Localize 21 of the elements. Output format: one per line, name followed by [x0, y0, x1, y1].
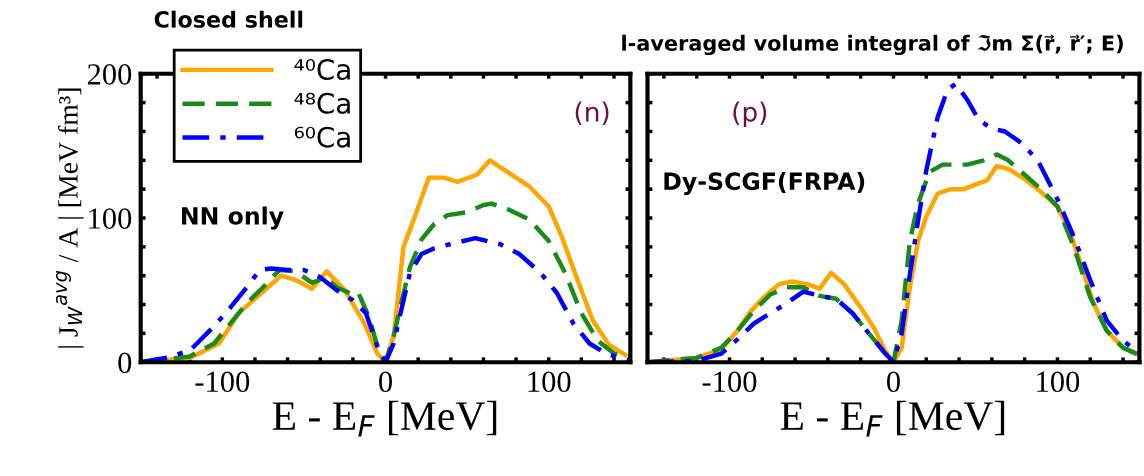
x-tick-label: 100: [1037, 371, 1080, 393]
x-axis-title: E - E$_{F}$ [MeV]: [780, 400, 1005, 437]
legend-title: Closed shell: [154, 10, 303, 28]
chart-title: l-averaged volume integral of ℑm Σ(r⃗, r⃗′; E): [622, 34, 1123, 56]
annotation: Dy-SCGF(FRPA): [664, 171, 865, 195]
y-axis-title: | J$_{W}$$^{avg}$ / A | [MeV fm³]: [55, 88, 84, 348]
annotation: NN only: [182, 206, 284, 230]
legend-label: ⁴⁰Ca: [294, 58, 350, 80]
y-tick-label: 100: [89, 208, 132, 229]
x-tick-label: -100: [195, 371, 250, 393]
y-tick-label: 200: [87, 64, 132, 85]
x-tick-label: 0: [379, 371, 392, 393]
x-tick-label: 0: [886, 371, 900, 393]
x-axis-title: E - E$_{F}$ [MeV]: [272, 400, 497, 437]
annotation: (n): [575, 101, 609, 125]
x-tick-label: -100: [702, 371, 757, 393]
x-tick-label: 100: [528, 371, 571, 393]
legend-label: ⁴⁸Ca: [294, 92, 350, 114]
legend-label: ⁶⁰Ca: [294, 126, 350, 148]
annotation: (p): [733, 101, 767, 127]
y-tick-label: 0: [118, 352, 132, 374]
